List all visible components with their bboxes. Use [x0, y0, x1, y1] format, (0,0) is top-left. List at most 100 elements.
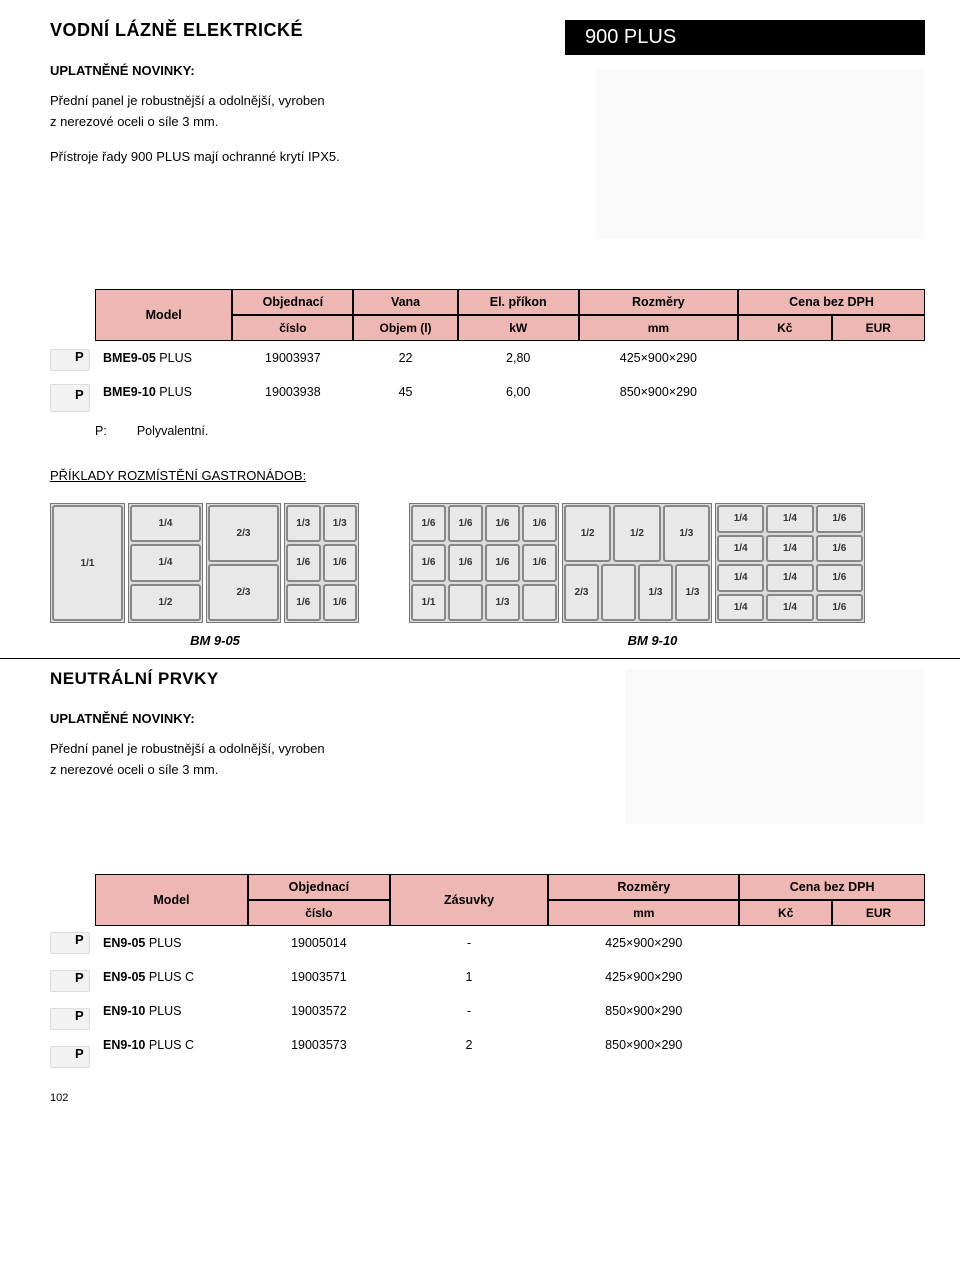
cell: BME9-10 [103, 385, 156, 399]
th-sub: mm [548, 900, 739, 926]
gn-unit: 1/41/41/2 [128, 503, 203, 623]
section-title-1: VODNÍ LÁZNĚ ELEKTRICKÉ [50, 20, 565, 41]
gn-unit: 1/21/21/32/31/31/3 [562, 503, 712, 623]
p-mark: P [75, 387, 84, 402]
subheading-2: UPLATNĚNÉ NOVINKY: [50, 711, 625, 726]
divider [0, 658, 960, 659]
gn-cell [601, 564, 636, 621]
page-number: 102 [50, 1092, 925, 1104]
th-sub: kW [458, 315, 579, 341]
gn-unit: 1/1 [50, 503, 125, 623]
spec-table-1: Model Objednací Vana El. příkon Rozměry … [95, 289, 925, 409]
gn-cell: 2/3 [208, 564, 279, 621]
table-row: EN9-05 PLUS C190035711425×900×290 [95, 960, 925, 994]
table-note: P: Polyvalentní. [95, 424, 925, 438]
gn-cell: 1/4 [766, 505, 813, 533]
cell: BME9-05 [103, 351, 156, 365]
cell: 6,00 [458, 375, 579, 409]
th-sub: číslo [232, 315, 353, 341]
table-row: EN9-05 PLUS19005014-425×900×290 [95, 926, 925, 960]
gn-cell: 1/4 [766, 594, 813, 622]
intro-line: Přední panel je robustnější a odolnější,… [50, 740, 625, 758]
gn-cell: 1/4 [766, 564, 813, 592]
intro-2: Přední panel je robustnější a odolnější,… [50, 740, 625, 778]
p-mark: P [75, 1046, 84, 1061]
gn-cell: 1/6 [522, 505, 557, 542]
gn-cell: 1/6 [411, 544, 446, 581]
th-sub: EUR [832, 900, 925, 926]
intro-line: Přední panel je robustnější a odolnější,… [50, 92, 565, 110]
gn-cell: 1/3 [675, 564, 710, 621]
gn-cell: 1/2 [130, 584, 201, 621]
cell: PLUS [159, 385, 192, 399]
gn-cell: 1/4 [717, 505, 764, 533]
gastro-label-b: BM 9-10 [380, 633, 925, 648]
table-row: BME9-10 PLUS 19003938 45 6,00 850×900×29… [95, 375, 925, 409]
th: Vana [353, 289, 457, 315]
cell: 22 [353, 341, 457, 375]
product-image-2 [625, 669, 925, 824]
p-mark: P [75, 932, 84, 947]
gn-unit: 1/31/31/61/61/61/6 [284, 503, 359, 623]
row-thumb-icon [50, 384, 90, 412]
gn-cell: 1/6 [448, 505, 483, 542]
gn-cell [448, 584, 483, 621]
gn-cell: 1/6 [323, 584, 358, 621]
intro-1: Přední panel je robustnější a odolnější,… [50, 92, 565, 166]
gn-cell: 1/2 [613, 505, 660, 562]
table-row: EN9-10 PLUS C190035732850×900×290 [95, 1028, 925, 1062]
p-mark: P [75, 349, 84, 364]
cell: 2,80 [458, 341, 579, 375]
spec-table-1-wrap: Model Objednací Vana El. příkon Rozměry … [50, 289, 925, 409]
row-thumb-icon [50, 932, 90, 954]
gn-cell: 1/6 [411, 505, 446, 542]
gn-cell: 1/6 [448, 544, 483, 581]
intro-spacer [50, 133, 565, 145]
gn-cell: 1/6 [816, 594, 863, 622]
th-sub: Kč [738, 315, 831, 341]
gn-cell: 1/4 [717, 564, 764, 592]
intro-line: z nerezové oceli o síle 3 mm. [50, 761, 625, 779]
cell: 19003938 [232, 375, 353, 409]
intro-line: z nerezové oceli o síle 3 mm. [50, 113, 565, 131]
p-mark: P [75, 970, 84, 985]
product-image-1 [595, 69, 925, 239]
gn-cell: 1/4 [717, 594, 764, 622]
th: Rozměry [548, 874, 739, 900]
gn-cell: 2/3 [208, 505, 279, 562]
gastro-group-b: 1/61/61/61/61/61/61/61/61/11/31/21/21/32… [409, 503, 865, 623]
gn-cell: 1/1 [411, 584, 446, 621]
gn-cell [522, 584, 557, 621]
spec-table-2: Model Objednací Zásuvky Rozměry Cena bez… [95, 874, 925, 1062]
cell: 850×900×290 [579, 375, 738, 409]
th-sub: číslo [248, 900, 390, 926]
th-sub: mm [579, 315, 738, 341]
gn-cell: 1/3 [638, 564, 673, 621]
p-mark: P [75, 1008, 84, 1023]
gn-cell: 2/3 [564, 564, 599, 621]
cell: 45 [353, 375, 457, 409]
gn-cell: 1/4 [130, 505, 201, 542]
th: Objednací [248, 874, 390, 900]
note-val: Polyvalentní. [137, 424, 209, 438]
th: Zásuvky [390, 874, 548, 926]
row-thumb-icon [50, 1008, 90, 1030]
row-thumb-icon [50, 349, 90, 371]
gn-unit: 2/32/3 [206, 503, 281, 623]
gastro-label-a: BM 9-05 [50, 633, 380, 648]
spec-table-2-wrap: Model Objednací Zásuvky Rozměry Cena bez… [50, 874, 925, 1062]
cell: PLUS [159, 351, 192, 365]
th: Objednací [232, 289, 353, 315]
gn-cell: 1/6 [323, 544, 358, 581]
intro-line: Přístroje řady 900 PLUS mají ochranné kr… [50, 148, 565, 166]
gn-unit: 1/61/61/61/61/61/61/61/61/11/3 [409, 503, 559, 623]
gn-cell: 1/3 [323, 505, 358, 542]
gn-cell: 1/3 [286, 505, 321, 542]
th-model: Model [95, 289, 232, 341]
gn-cell: 1/2 [564, 505, 611, 562]
gn-cell: 1/4 [130, 544, 201, 581]
th-model: Model [95, 874, 248, 926]
th: Cena bez DPH [738, 289, 925, 315]
gn-cell: 1/6 [816, 535, 863, 563]
gn-cell: 1/4 [766, 535, 813, 563]
